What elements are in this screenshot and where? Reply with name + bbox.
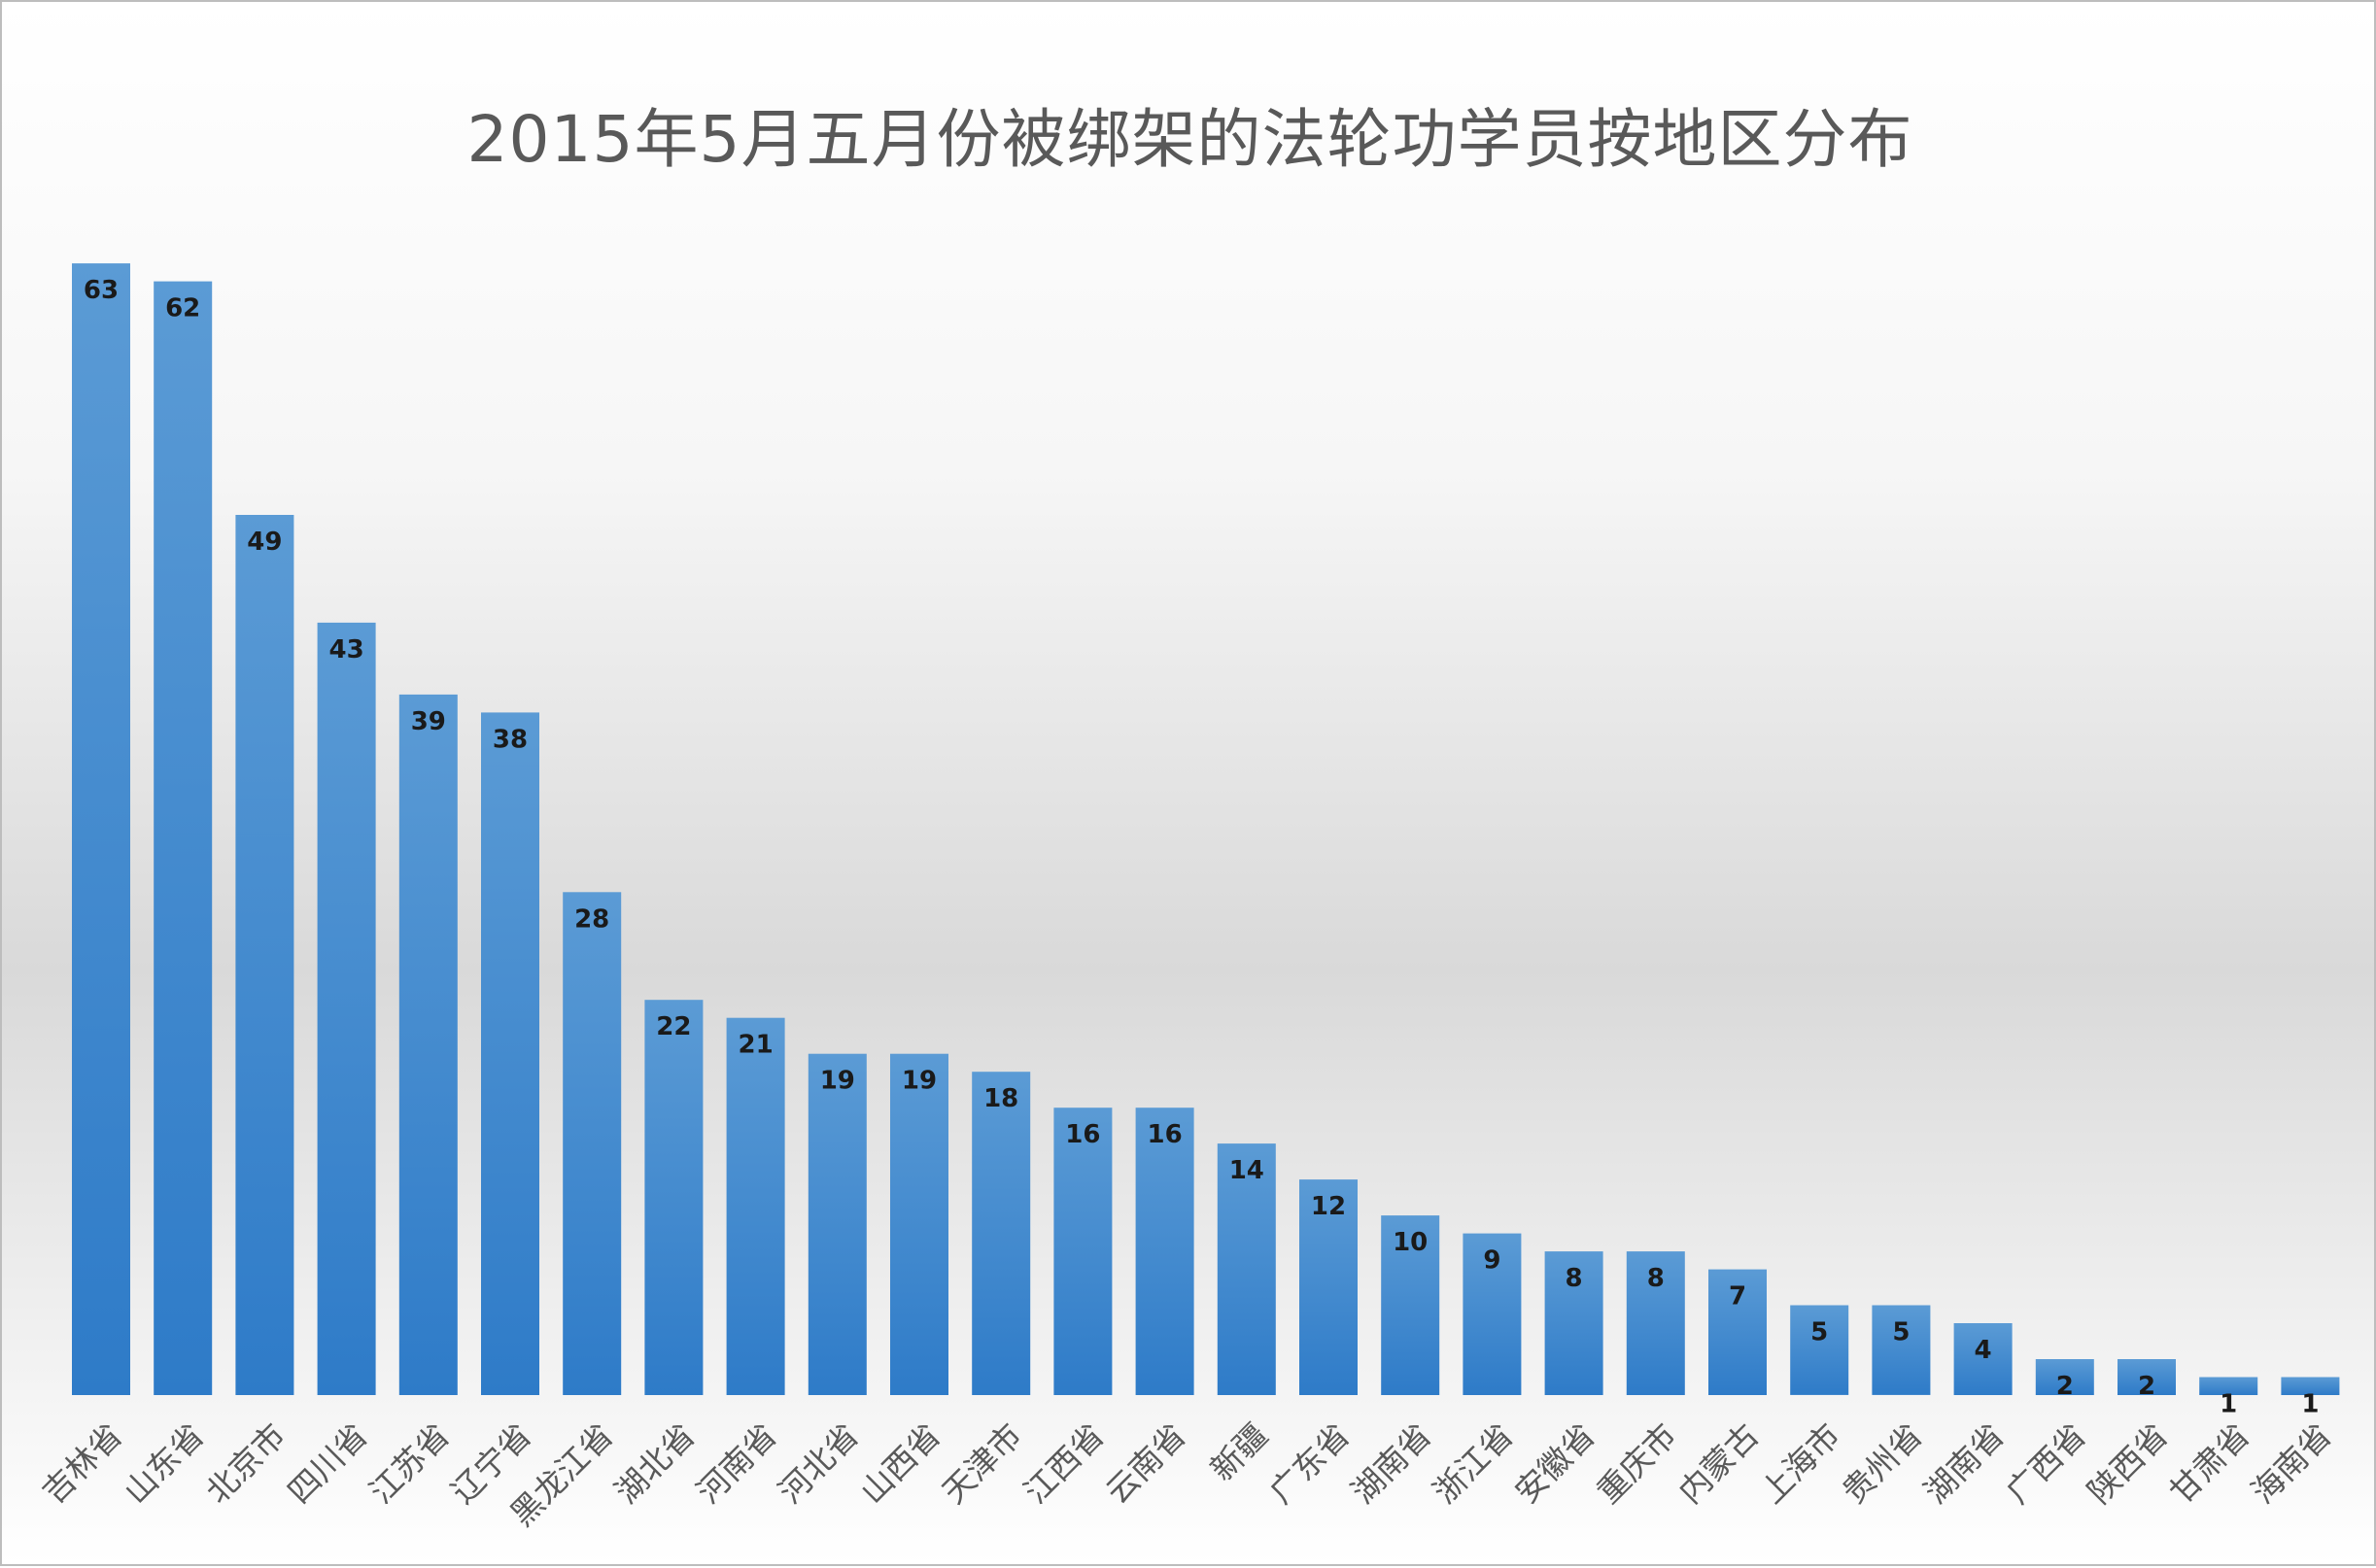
bar [890,1053,948,1395]
data-label: 22 [656,1012,691,1041]
data-label: 1 [2301,1390,2319,1419]
bar [644,1000,704,1395]
x-tick-label: 湖南省 [1344,1416,1439,1512]
bar [1053,1108,1113,1395]
data-label: 16 [1148,1120,1183,1149]
x-tick-label: 上海市 [1753,1416,1848,1512]
x-tick-label: 湖南省 [1916,1416,2012,1512]
x-tick-label: 北京市 [198,1416,293,1512]
data-label: 16 [1065,1120,1100,1149]
x-tick-label: 浙江省 [1426,1416,1521,1512]
x-tick-label: 云南省 [1098,1416,1193,1512]
bar [1299,1179,1358,1395]
data-label: 62 [165,294,200,324]
x-tick-label: 江苏省 [362,1416,457,1512]
x-tick-label: 四川省 [280,1416,375,1512]
bar [398,694,458,1395]
bar [2035,1359,2094,1395]
bar [1953,1323,2013,1395]
data-label: 38 [493,725,528,754]
data-label: 19 [820,1067,855,1096]
x-tick-label: 内蒙古 [1671,1416,1767,1512]
bar [2199,1377,2258,1395]
bar [1626,1251,1685,1395]
bar [72,263,130,1396]
data-label: 19 [902,1067,937,1096]
data-label: 49 [247,528,282,557]
x-tick-label: 甘肃省 [2162,1416,2257,1512]
x-tick-label: 山东省 [117,1416,212,1512]
data-label: 39 [411,707,446,736]
bar [1790,1305,1849,1395]
bar [972,1072,1031,1395]
bar [235,515,294,1395]
bar [1381,1215,1440,1395]
bar [726,1017,785,1395]
bar [808,1053,867,1395]
x-tick-label: 贵州省 [1835,1416,1930,1512]
data-label: 43 [329,635,364,665]
chart-title: 2015年5月五月份被绑架的法轮功学员按地区分布 [466,102,1913,177]
bar [1135,1108,1194,1395]
data-label: 4 [1975,1336,1992,1365]
data-label: 18 [983,1084,1018,1113]
bar [317,622,376,1395]
data-label: 21 [739,1031,774,1060]
data-label: 28 [574,904,609,934]
x-tick-label: 山西省 [853,1416,948,1512]
x-tick-label: 安徽省 [1507,1416,1602,1512]
data-label: 2 [2056,1372,2074,1401]
x-tick-label: 江西省 [1016,1416,1112,1512]
bar [1544,1251,1603,1395]
data-label: 63 [84,276,119,305]
bar [1708,1269,1767,1395]
x-tick-label: 重庆市 [1589,1416,1684,1512]
data-label: 7 [1729,1282,1746,1312]
data-label: 5 [1892,1318,1910,1347]
bar [2118,1359,2176,1395]
bar [1217,1143,1276,1395]
data-label: 9 [1483,1246,1500,1276]
data-label: 1 [2220,1390,2237,1419]
bar [481,712,539,1395]
bar [563,892,622,1395]
bar [154,281,213,1396]
data-label: 5 [1810,1318,1828,1347]
data-label: 2 [2138,1372,2155,1401]
x-tick-label: 广东省 [1262,1416,1358,1512]
data-label: 8 [1647,1264,1665,1293]
x-tick-label: 天津市 [935,1416,1030,1512]
data-label: 14 [1229,1156,1264,1185]
x-tick-label: 湖北省 [607,1416,703,1512]
x-tick-label: 广西省 [1998,1416,2093,1512]
bars-group [72,263,2340,1396]
data-label: 12 [1311,1192,1346,1221]
x-tick-label: 海南省 [2244,1416,2339,1512]
data-label: 8 [1566,1264,1583,1293]
data-label: 10 [1393,1228,1428,1257]
bar [1463,1233,1522,1395]
x-tick-label: 河北省 [771,1416,866,1512]
x-tick-label: 新疆 [1203,1416,1275,1488]
bar [1872,1305,1931,1395]
x-tick-labels-group: 吉林省山东省北京市四川省江苏省辽宁省黑龙江省湖北省河南省河北省山西省天津市江西省… [35,1416,2339,1534]
x-tick-label: 河南省 [689,1416,784,1512]
bar [2281,1377,2340,1395]
x-tick-label: 吉林省 [35,1416,130,1512]
x-tick-label: 陕西省 [2081,1416,2176,1512]
